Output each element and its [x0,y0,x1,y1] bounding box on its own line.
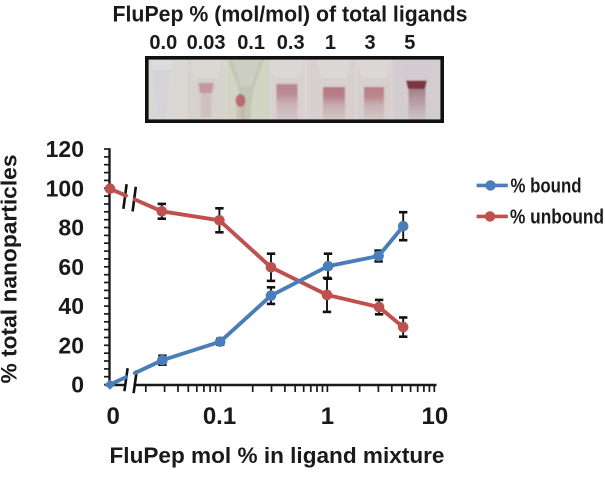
svg-text:10: 10 [422,403,449,430]
svg-text:FluPep % (mol/mol) of total li: FluPep % (mol/mol) of total ligands [113,2,468,27]
svg-text:% unbound: % unbound [510,206,604,229]
svg-text:80: 80 [58,215,84,241]
svg-text:FluPep mol % in ligand mixture: FluPep mol % in ligand mixture [110,443,445,468]
svg-text:100: 100 [46,175,84,201]
svg-text:60: 60 [58,254,84,280]
svg-text:1: 1 [325,32,336,54]
svg-text:0.1: 0.1 [237,32,265,54]
svg-text:3: 3 [365,32,376,54]
svg-text:0: 0 [107,403,120,430]
svg-text:0.0: 0.0 [149,32,177,54]
svg-text:% total nanoparticles: % total nanoparticles [0,155,22,384]
svg-text:40: 40 [58,293,84,319]
svg-text:0.3: 0.3 [277,32,305,54]
svg-text:120: 120 [46,136,84,162]
svg-text:0.03: 0.03 [187,32,226,54]
svg-text:0: 0 [71,372,84,398]
svg-text:1: 1 [321,403,334,430]
svg-text:5: 5 [404,32,415,54]
svg-text:0.1: 0.1 [203,403,236,430]
svg-text:% bound: % bound [511,175,582,198]
svg-text:20: 20 [58,332,84,358]
